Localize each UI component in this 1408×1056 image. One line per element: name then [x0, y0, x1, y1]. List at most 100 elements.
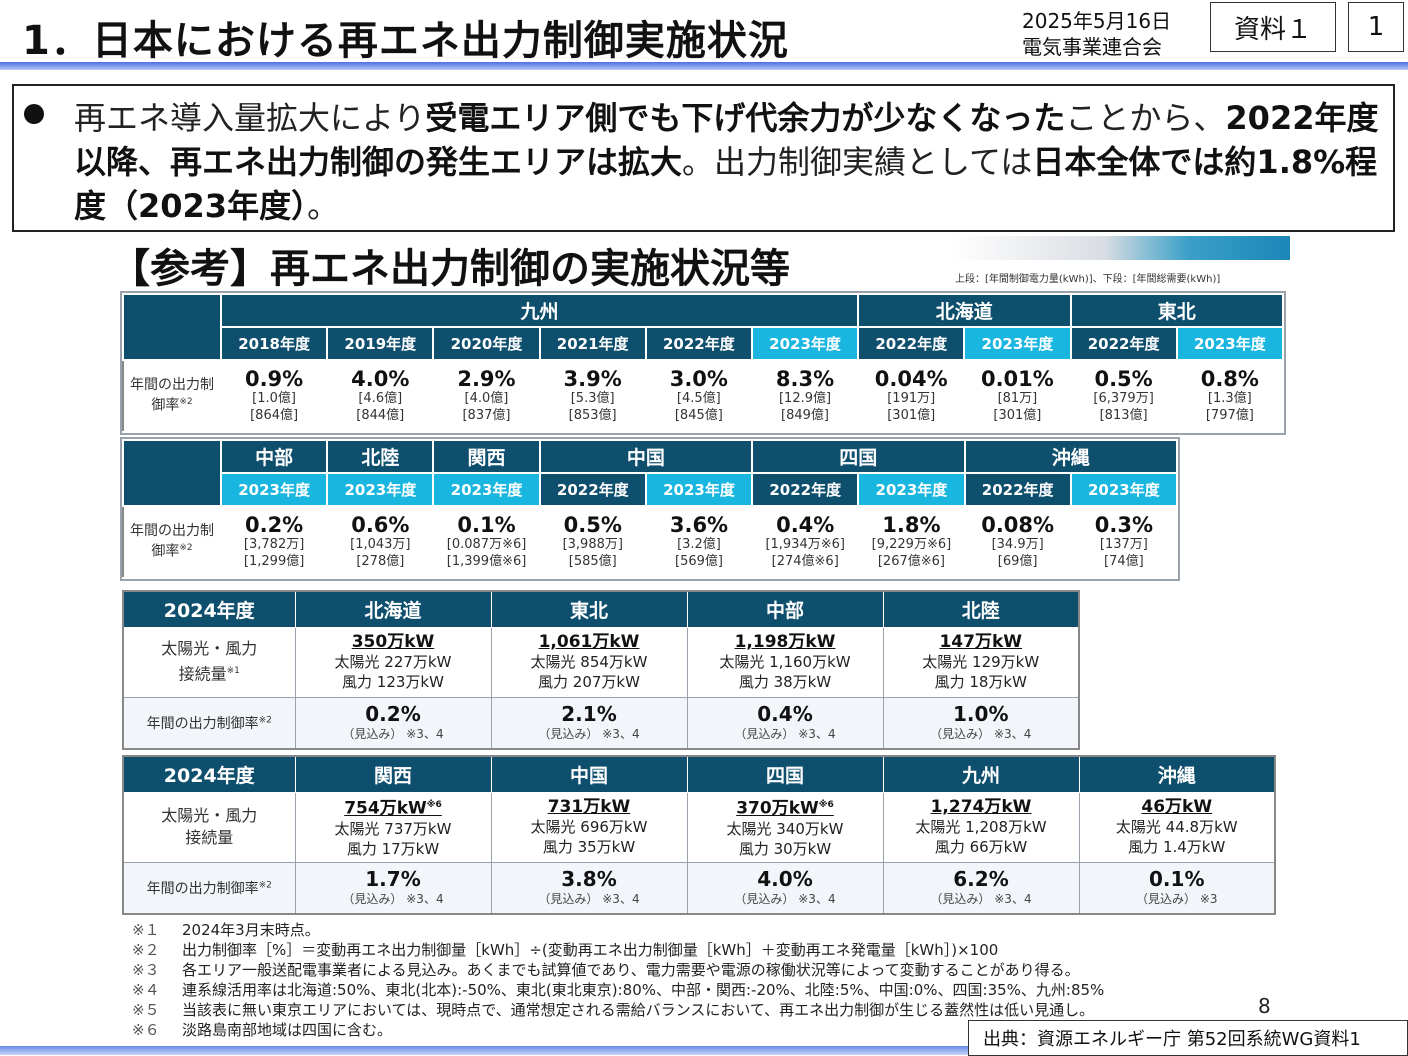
footnote: ※６ 淡路島南部地域は四国に含む。	[132, 1020, 1104, 1040]
forecast-rate: 2.1%	[561, 702, 617, 727]
total-demand: [1,399億※6]	[446, 554, 527, 569]
curtailed-energy: [12.9億]	[778, 391, 832, 406]
units-legend: 上段：[年間制御電力量(kWh)]、下段：[年間総需要(kWh)]	[955, 274, 1221, 285]
area-header: 九州	[219, 293, 860, 328]
fiscal-year-header: 2023年度	[963, 326, 1072, 361]
table1-value-row: 年間の出力制御率※2 0.9% [1.0億] [864億] 4.0% [4.6億] [84…	[122, 359, 1285, 433]
area-header: 東北	[490, 590, 688, 628]
total-demand: [274億※6]	[771, 554, 839, 569]
forecast-note: ※3	[1199, 892, 1218, 907]
summary-box: 再エネ導入量拡大により受電エリア側でも下げ代余力が少なくなったことから、2022…	[12, 84, 1395, 232]
fiscal-year-header: 2023年度	[219, 472, 329, 507]
forecast-rate: 1.0%	[953, 702, 1009, 727]
capacity-note: ※6	[426, 800, 442, 811]
capacity-value: 370万kW	[736, 798, 819, 819]
header-divider	[0, 62, 1408, 70]
total-demand: [845億]	[674, 408, 723, 423]
rate-cell: 0.2% （見込み） ※3、4	[294, 696, 492, 750]
table2-row-label: 年間の出力制御率※2	[122, 505, 222, 579]
curtailment-rate: 0.9%	[244, 367, 304, 391]
summary-text-4: 。	[307, 187, 340, 225]
forecast-note: ※3、4	[406, 892, 444, 907]
total-capacity: 370万kW※6	[688, 795, 883, 819]
total-capacity: 731万kW	[492, 797, 687, 817]
forecast-table-2024-a: 2024年度 北海道 東北 中部 北陸 太陽光・風力 接続量※1 350万kW 太陽光 2…	[122, 590, 1080, 750]
source-citation: 出典：資源エネルギー庁 第52回系統WG資料1	[968, 1020, 1408, 1056]
capacity-cell: 370万kW※6 太陽光 340万kW 風力 30万kW	[686, 791, 884, 863]
curtailed-energy: [5.3億]	[570, 391, 615, 406]
curtailment-cell: 2.9% [4.0億] [837億]	[432, 359, 541, 433]
curtailed-energy: [1,934万※6]	[765, 537, 845, 552]
curtailed-energy: [4.6億]	[358, 391, 403, 406]
curtailed-energy: [4.5億]	[676, 391, 721, 406]
total-demand: [853億]	[568, 408, 617, 423]
forecast-table-2024-b: 2024年度 関西 中国 四国 九州 沖縄 太陽光・風力 接続量 754万kW※6 太陽光 …	[122, 755, 1276, 915]
curtailment-rate: 0.6%	[351, 513, 410, 537]
curtailment-cell: 0.5% [6,379万] [813億]	[1069, 359, 1178, 433]
table3-rate-row: 年間の出力制御率※2 0.2% （見込み） ※3、4 2.1% （見込み） ※3、4 0…	[122, 696, 1080, 750]
table4-capacity-label: 太陽光・風力 接続量	[122, 791, 296, 863]
total-demand: [813億]	[1099, 408, 1148, 423]
area-header: 関西	[294, 755, 492, 793]
total-demand: [74億]	[1104, 554, 1144, 569]
fiscal-year-header: 2023年度	[432, 472, 541, 507]
curtailed-energy: [34.9万]	[991, 537, 1044, 552]
fiscal-year-header: 2023年度	[857, 472, 966, 507]
area-header: 中部	[219, 439, 329, 474]
table4-rate-label: 年間の出力制御率※2	[122, 861, 296, 915]
wind-capacity: 風力 207万kW	[538, 673, 640, 691]
area-header: 四国	[686, 755, 884, 793]
area-header: 北海道	[294, 590, 492, 628]
capacity-cell: 1,274万kW 太陽光 1,208万kW 風力 66万kW	[882, 791, 1080, 863]
footnote-text: 連系線活用率は北海道:50%、東北(北本):-50%、東北(東北東京):80%、…	[182, 981, 1105, 999]
table3-capacity-row: 太陽光・風力 接続量※1 350万kW 太陽光 227万kW 風力 123万kW 1,0…	[122, 626, 1080, 698]
curtailment-cell: 0.04% [191万] [301億]	[857, 359, 966, 433]
area-header: 北海道	[857, 293, 1072, 328]
capacity-value: 1,061万kW	[538, 632, 640, 652]
footnote-text: 当該表に無い東京エリアにおいては、現時点で、通常想定される需給バランスにおいて、…	[182, 1001, 1095, 1019]
footnote-text: 出力制御率［%］＝変動再エネ出力制御量［kWh］÷(変動再エネ出力制御量［kWh…	[182, 941, 999, 959]
curtailment-rate: 0.8%	[1200, 367, 1259, 391]
forecast-label: （見込み） ※3、4	[688, 725, 883, 742]
forecast-word: （見込み）	[342, 727, 403, 742]
forecast-label: （見込み） ※3、4	[884, 890, 1079, 907]
forecast-note: ※3、4	[994, 727, 1032, 742]
area-header: 北陸	[882, 590, 1080, 628]
table3-capacity-label: 太陽光・風力 接続量※1	[122, 626, 296, 698]
page-title: 1．日本における再エネ出力制御実施状況	[22, 18, 789, 64]
curtailed-energy: [4.0億]	[464, 391, 509, 406]
footnote: ※１ 2024年3月末時点。	[132, 920, 1104, 940]
forecast-word: （見込み）	[930, 727, 991, 742]
capacity-cell: 1,061万kW 太陽光 854万kW 風力 207万kW	[490, 626, 688, 698]
footnote-text: 2024年3月末時点。	[182, 921, 320, 939]
rate-cell: 0.1% （見込み） ※3	[1078, 861, 1276, 915]
forecast-word: （見込み）	[342, 892, 403, 907]
summary-text-3: 。出力制御実績としては	[682, 143, 1033, 181]
page-number: 1	[1348, 2, 1404, 52]
forecast-rate: 6.2%	[953, 867, 1009, 892]
curtailment-cell: 0.01% [81万] [301億]	[963, 359, 1072, 433]
total-demand: [301億]	[993, 408, 1042, 423]
wind-capacity: 風力 18万kW	[934, 673, 1027, 691]
curtailment-rate: 1.8%	[882, 513, 941, 537]
forecast-label: （見込み） ※3、4	[688, 890, 883, 907]
total-demand: [797億]	[1205, 408, 1254, 423]
table4-header-row: 2024年度 関西 中国 四国 九州 沖縄	[122, 755, 1276, 793]
capacity-cell: 731万kW 太陽光 696万kW 風力 35万kW	[490, 791, 688, 863]
header-date: 2025年5月16日	[1022, 9, 1172, 33]
area-header: 関西	[432, 439, 541, 474]
solar-capacity: 太陽光 854万kW	[530, 653, 648, 671]
forecast-word: （見込み）	[734, 727, 795, 742]
curtailment-cell: 0.5% [3,988万] [585億]	[538, 505, 647, 579]
table1-corner	[122, 293, 222, 361]
solar-capacity: 太陽光 44.8万kW	[1115, 818, 1238, 836]
forecast-word: （見込み）	[538, 892, 599, 907]
curtailment-cell: 0.4% [1,934万※6] [274億※6]	[751, 505, 860, 579]
solar-capacity: 太陽光 1,160万kW	[719, 653, 851, 671]
summary-bold-1: 受電エリア側でも下げ代余力が少なくなった	[425, 99, 1066, 137]
curtailment-rate: 3.9%	[563, 367, 622, 391]
table3-year: 2024年度	[122, 590, 296, 628]
curtailed-energy: [0.087万※6]	[446, 537, 527, 552]
forecast-word: （見込み）	[1135, 892, 1196, 907]
total-demand: [301億]	[887, 408, 936, 423]
